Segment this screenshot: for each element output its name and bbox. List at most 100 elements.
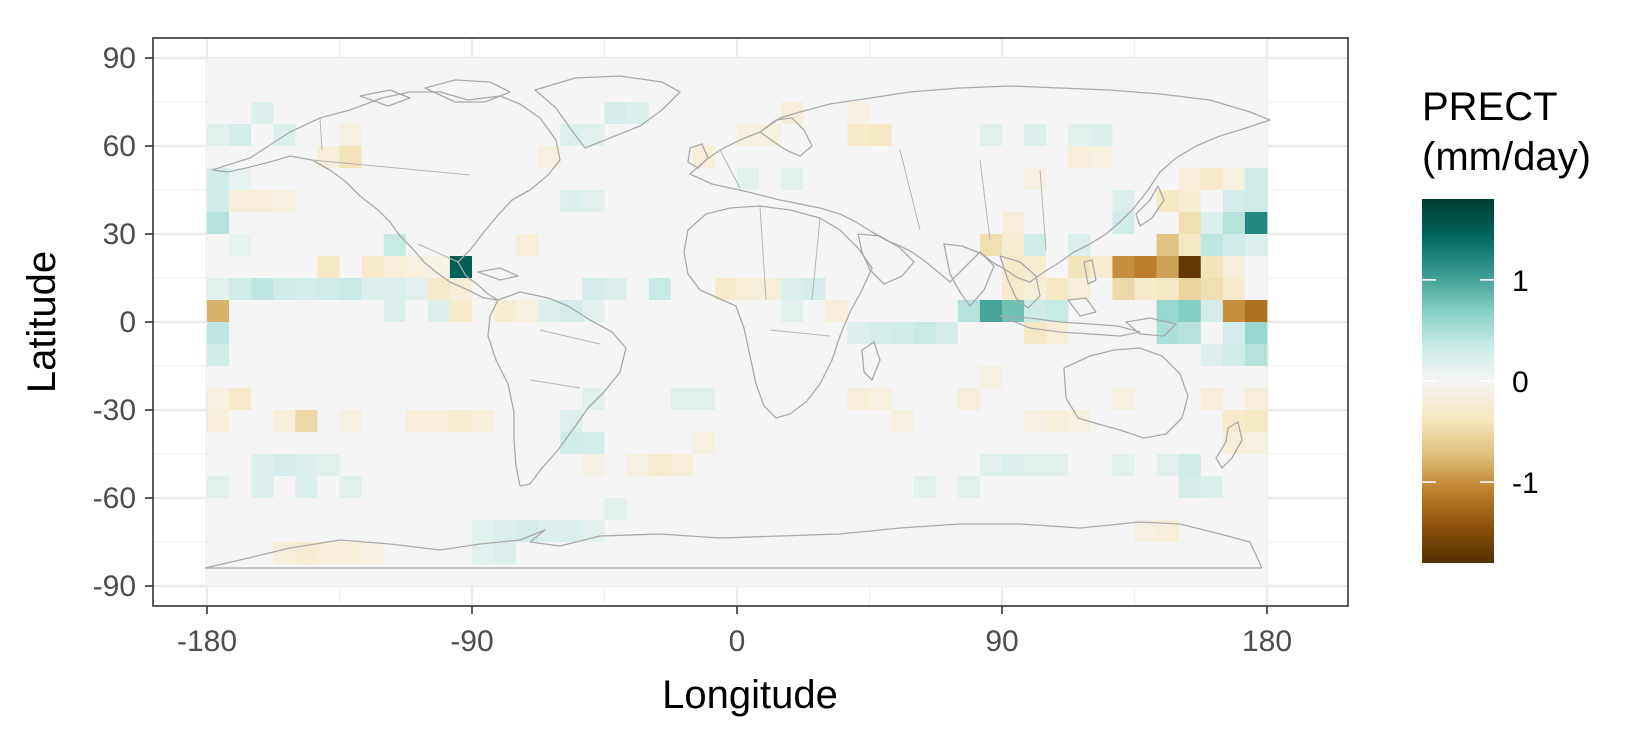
x-tick-label: 180 xyxy=(1242,625,1292,658)
heatmap-cell xyxy=(251,212,274,235)
heatmap-cell xyxy=(207,124,230,147)
heatmap-cell xyxy=(935,564,959,587)
heatmap-cell xyxy=(891,366,914,389)
heatmap-cell xyxy=(979,234,1003,257)
heatmap-cell xyxy=(913,344,937,367)
heatmap-cell xyxy=(1156,476,1179,499)
heatmap-cell xyxy=(251,410,274,433)
heatmap-cell xyxy=(560,366,583,389)
heatmap-cell xyxy=(692,102,716,125)
heatmap-cell xyxy=(825,168,848,191)
heatmap-cell xyxy=(714,300,738,323)
heatmap-cell xyxy=(803,212,826,235)
heatmap-cell xyxy=(560,256,583,279)
heatmap-cell xyxy=(427,498,451,521)
heatmap-cell xyxy=(1200,344,1224,367)
heatmap-cell xyxy=(494,520,517,543)
heatmap-cell xyxy=(560,102,583,125)
heatmap-cell xyxy=(737,58,760,81)
y-tick-label: 0 xyxy=(119,306,136,339)
heatmap-cell xyxy=(957,520,981,543)
heatmap-cell xyxy=(781,124,804,147)
heatmap-cell xyxy=(648,278,672,301)
heatmap-cell xyxy=(759,454,782,477)
heatmap-cell xyxy=(1244,278,1268,301)
heatmap-cell xyxy=(295,520,318,543)
heatmap-cell xyxy=(891,102,914,125)
heatmap-cell xyxy=(1156,432,1179,455)
heatmap-cell xyxy=(207,410,230,433)
heatmap-cell xyxy=(317,542,340,565)
heatmap-cell xyxy=(847,146,870,169)
heatmap-cell xyxy=(1156,102,1179,125)
heatmap-cell xyxy=(207,564,230,587)
heatmap-cell xyxy=(869,410,892,433)
heatmap-cell xyxy=(538,344,561,367)
heatmap-cell xyxy=(516,520,539,543)
heatmap-cell xyxy=(427,410,451,433)
heatmap-cell xyxy=(692,564,716,587)
heatmap-cell xyxy=(317,190,340,213)
heatmap-cell xyxy=(979,300,1003,323)
heatmap-cell xyxy=(207,476,230,499)
heatmap-cell xyxy=(383,146,407,169)
heatmap-cell xyxy=(957,300,981,323)
heatmap-cell xyxy=(251,432,274,455)
heatmap-cell xyxy=(494,322,517,345)
heatmap-cell xyxy=(670,454,694,477)
heatmap-cell xyxy=(361,190,384,213)
heatmap-cell xyxy=(229,80,252,103)
heatmap-cell xyxy=(781,58,804,81)
heatmap-cell xyxy=(251,278,274,301)
heatmap-cell xyxy=(1200,476,1224,499)
heatmap-cell xyxy=(1200,366,1224,389)
heatmap-cell xyxy=(516,300,539,323)
heatmap-cell xyxy=(427,278,451,301)
heatmap-cell xyxy=(648,520,672,543)
heatmap-cell xyxy=(935,190,959,213)
heatmap-cell xyxy=(494,564,517,587)
heatmap-cell xyxy=(273,322,296,345)
legend-ticks: 1 0 -1 xyxy=(1422,265,1539,500)
x-axis-title: Longitude xyxy=(662,673,838,717)
heatmap-cell xyxy=(560,234,583,257)
heatmap-cell xyxy=(383,542,407,565)
heatmap-cell xyxy=(538,146,561,169)
heatmap-cell xyxy=(1222,168,1246,191)
heatmap-cell xyxy=(979,146,1003,169)
heatmap-cell xyxy=(648,366,672,389)
heatmap-cell xyxy=(825,278,848,301)
heatmap-cell xyxy=(913,498,937,521)
heatmap-cell xyxy=(427,190,451,213)
heatmap-cell xyxy=(582,256,605,279)
heatmap-cell xyxy=(759,168,782,191)
heatmap-cell xyxy=(737,80,760,103)
heatmap-cell xyxy=(670,432,694,455)
heatmap-cell xyxy=(1178,146,1202,169)
heatmap-cell xyxy=(1024,212,1047,235)
heatmap-cell xyxy=(891,58,914,81)
heatmap-cell xyxy=(891,542,914,565)
heatmap-cell xyxy=(803,410,826,433)
heatmap-cell xyxy=(1134,542,1157,565)
heatmap-cell xyxy=(339,168,362,191)
heatmap-cell xyxy=(714,102,738,125)
heatmap-cell xyxy=(538,542,561,565)
heatmap-cell xyxy=(803,300,826,323)
heatmap-cell xyxy=(229,102,252,125)
heatmap-cell xyxy=(626,212,649,235)
heatmap-cell xyxy=(1112,234,1135,257)
heatmap-cell xyxy=(449,234,473,257)
heatmap-cell xyxy=(1222,80,1246,103)
heatmap-cell xyxy=(692,410,716,433)
heatmap-cell xyxy=(1200,190,1224,213)
heatmap-cell xyxy=(781,498,804,521)
heatmap-cell xyxy=(692,124,716,147)
heatmap-cell xyxy=(207,80,230,103)
heatmap-cell xyxy=(1112,190,1135,213)
heatmap-cell xyxy=(1156,146,1179,169)
heatmap-cell xyxy=(781,454,804,477)
heatmap-cell xyxy=(538,124,561,147)
heatmap-cell xyxy=(781,278,804,301)
heatmap-cell xyxy=(472,146,495,169)
